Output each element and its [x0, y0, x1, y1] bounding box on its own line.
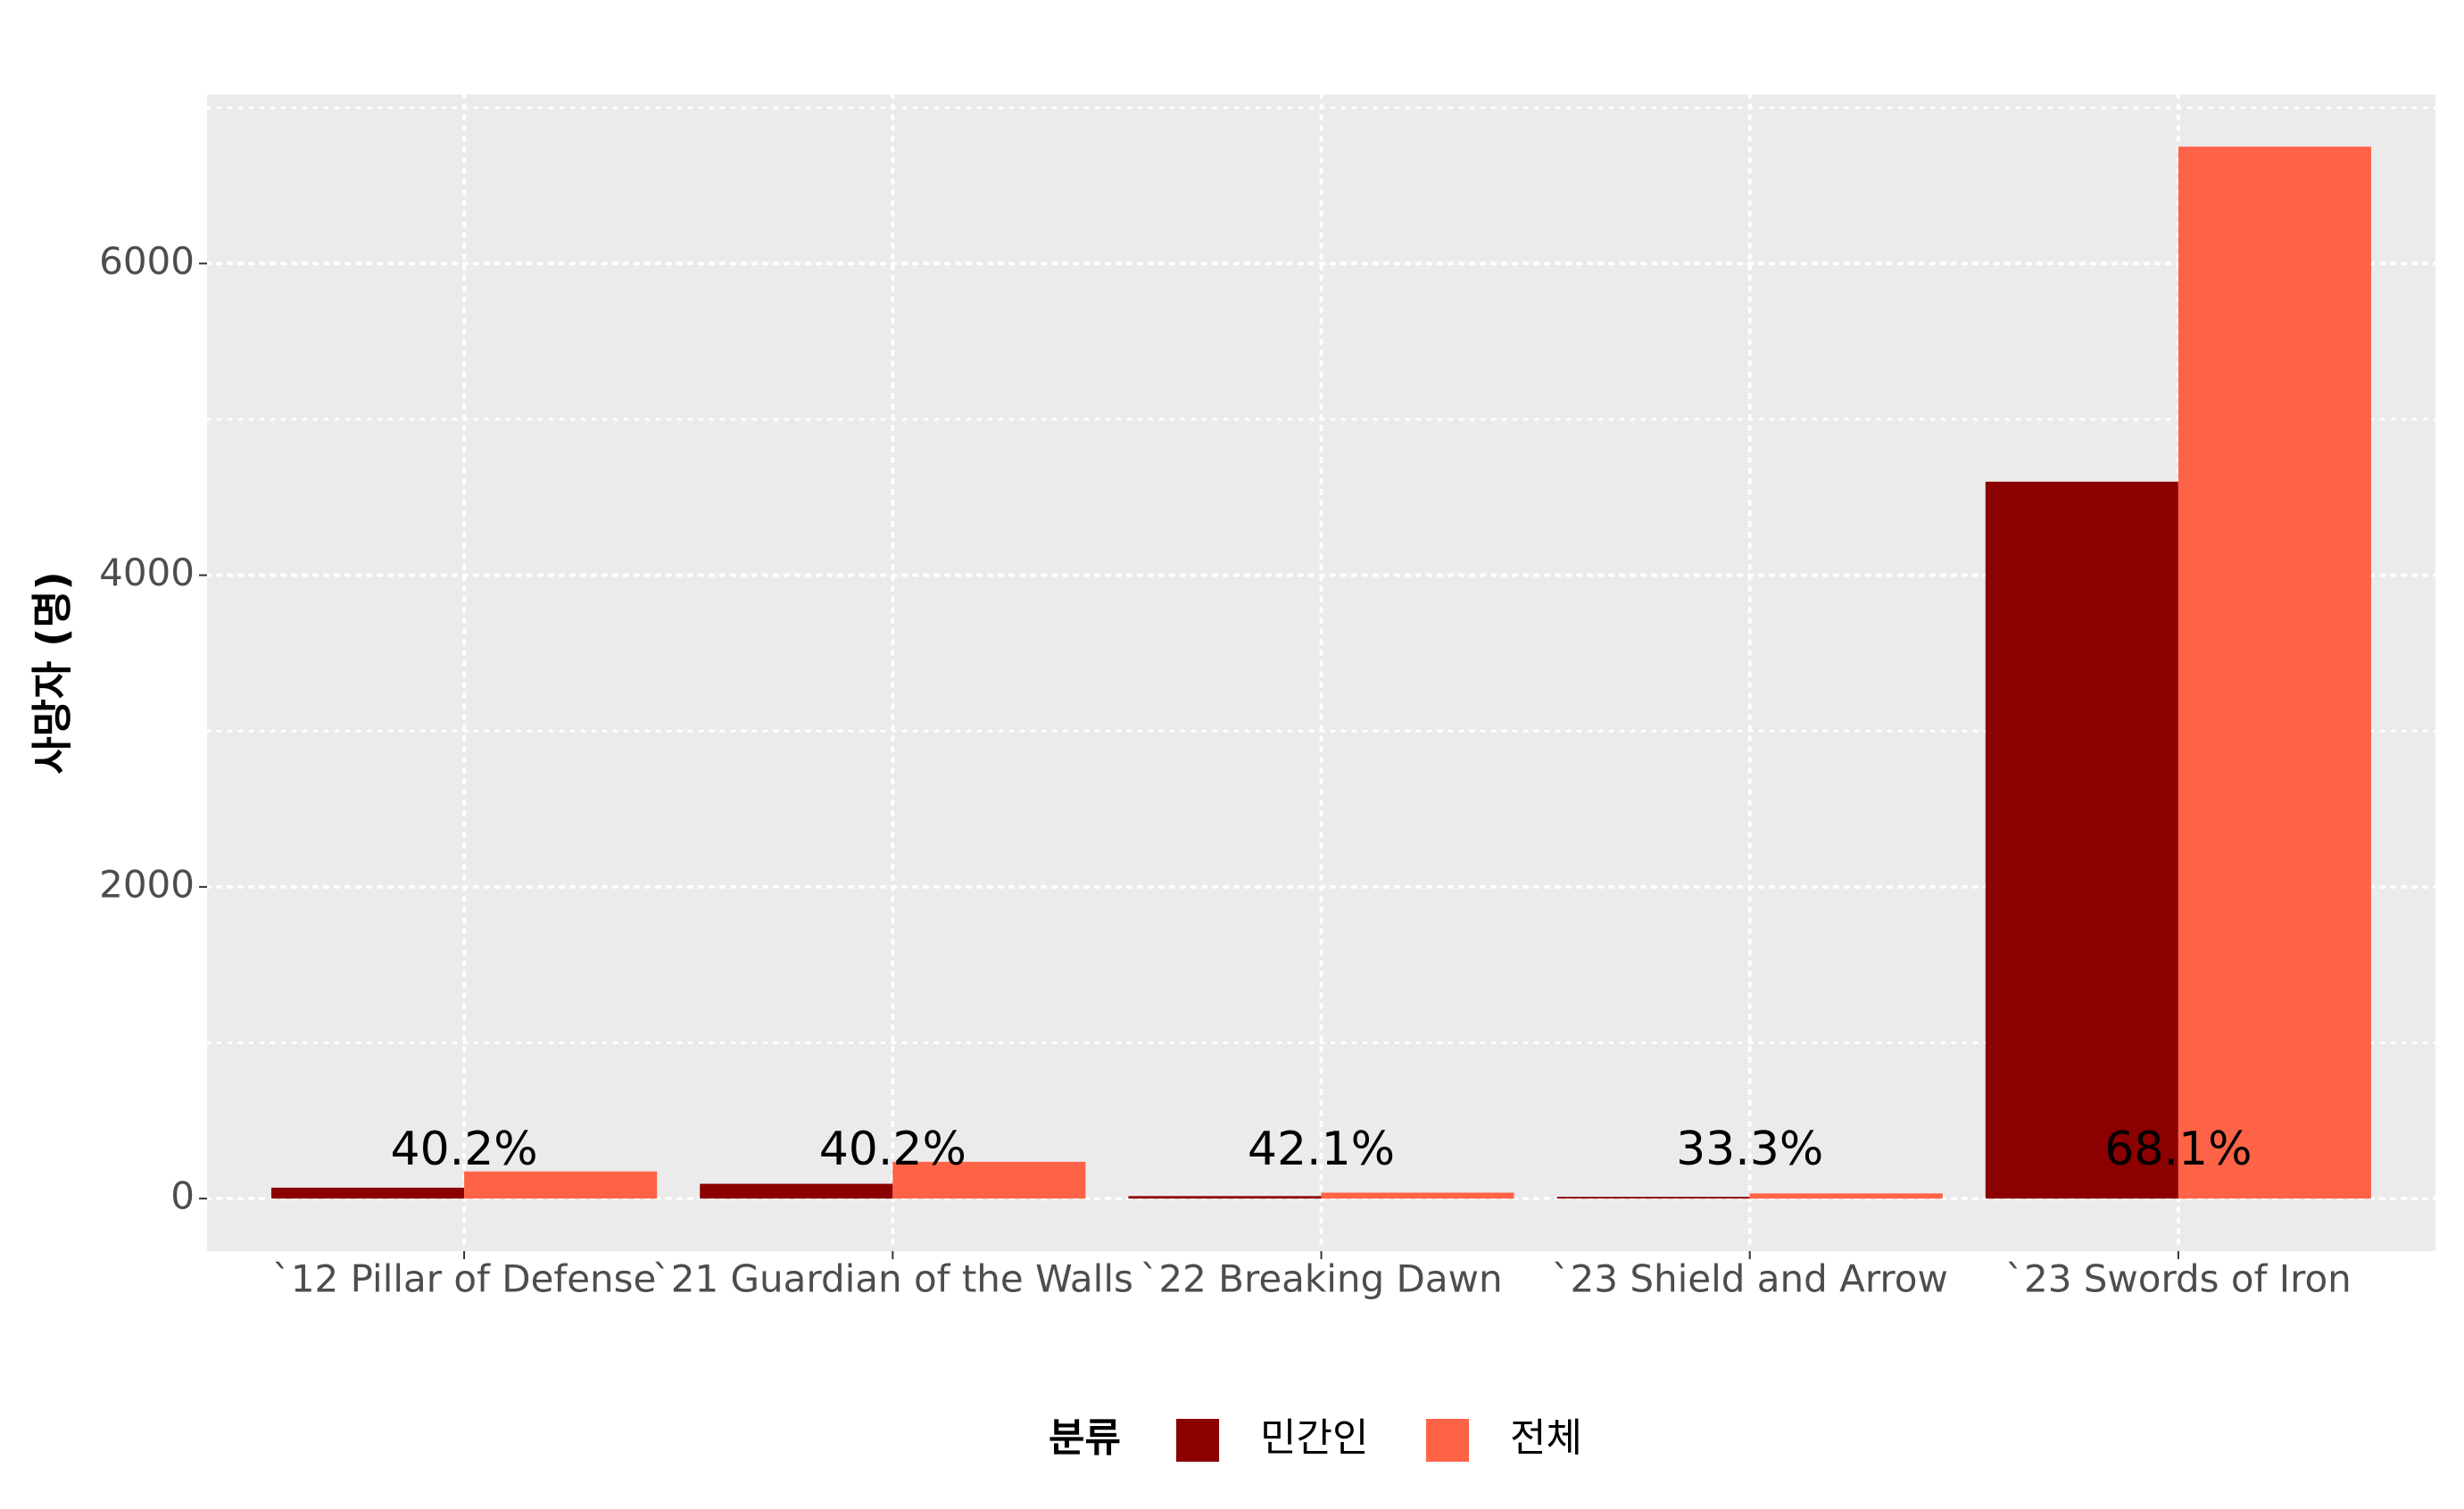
x-tick-label: `21 Guardian of the Walls — [652, 1257, 1133, 1301]
legend-swatch — [1426, 1419, 1469, 1462]
bar — [464, 1171, 658, 1199]
legend-label: 민간인 — [1260, 1415, 1368, 1461]
bar — [1128, 1196, 1322, 1199]
bar — [1556, 1197, 1750, 1199]
bar — [2178, 146, 2371, 1199]
annotation: 68.1% — [2104, 1123, 2252, 1176]
y-tick-label: 2000 — [99, 862, 195, 906]
x-tick-label: `22 Breaking Dawn — [1140, 1257, 1502, 1301]
bar — [892, 1161, 1086, 1199]
x-tick-label: `23 Shield and Arrow — [1552, 1257, 1948, 1301]
legend-label: 전체 — [1510, 1415, 1582, 1461]
y-tick-label: 6000 — [99, 239, 195, 283]
y-tick-label: 0 — [170, 1174, 195, 1218]
x-tick-label: `12 Pillar of Defense — [272, 1257, 657, 1301]
annotation: 40.2% — [819, 1123, 967, 1176]
x-tick-label: `23 Swords of Iron — [2005, 1257, 2352, 1301]
annotation: 40.2% — [391, 1123, 538, 1176]
bar — [1749, 1193, 1943, 1199]
bar — [1985, 481, 2178, 1199]
annotation: 33.3% — [1676, 1123, 1823, 1176]
legend-swatch — [1176, 1419, 1219, 1462]
y-axis-title: 사망자 (명) — [29, 571, 77, 774]
y-tick-label: 4000 — [99, 551, 195, 594]
bar — [1321, 1192, 1514, 1199]
legend-title: 분류 — [1049, 1415, 1121, 1461]
bar — [271, 1187, 465, 1199]
bar — [700, 1183, 893, 1199]
annotation: 42.1% — [1248, 1123, 1395, 1176]
